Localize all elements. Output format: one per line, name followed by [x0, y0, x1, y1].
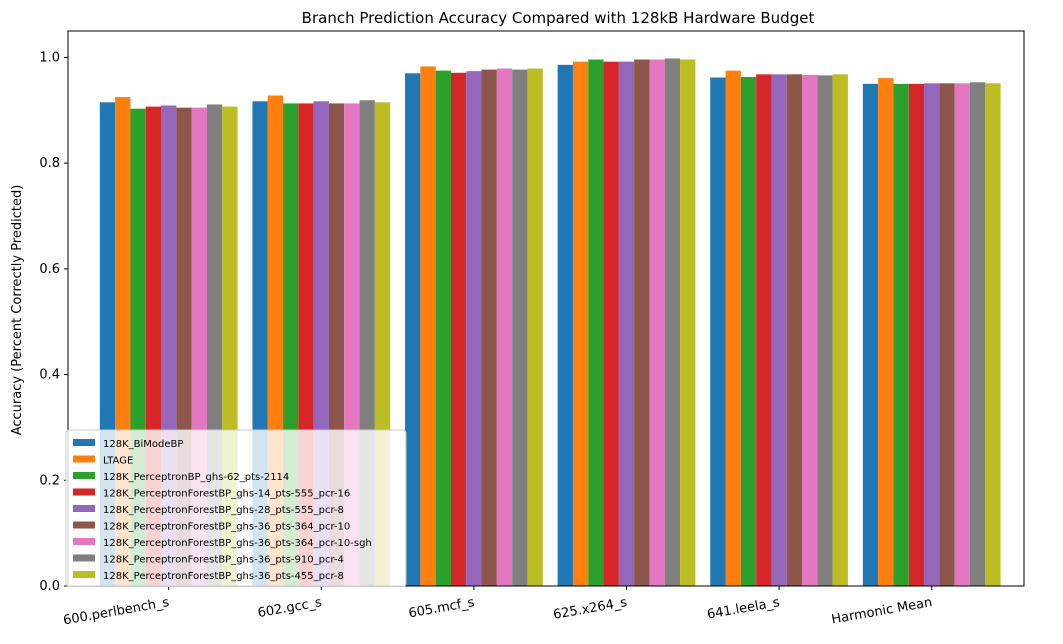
y-axis-label: Accuracy (Percent Correctly Predicted) — [10, 185, 25, 436]
legend-label: 128K_BiModeBP — [103, 439, 183, 450]
legend-label: 128K_PerceptronBP_ghs-62_pts-2114 — [103, 472, 289, 483]
bar — [740, 76, 757, 587]
x-tick-label: 605.mcf_s — [407, 595, 475, 621]
bar — [893, 83, 909, 587]
chart-title: Branch Prediction Accuracy Compared with… — [302, 9, 815, 27]
bar — [450, 72, 467, 586]
bar — [420, 66, 436, 586]
legend-label: 128K_PerceptronForestBP_ghs-36_pts-364_p… — [103, 538, 372, 549]
bar — [435, 70, 451, 586]
bar — [710, 77, 726, 586]
legend-label: 128K_PerceptronForestBP_ghs-36_pts-364_p… — [103, 522, 350, 533]
x-tick-label: Harmonic Mean — [830, 595, 933, 627]
legend-label: 128K_PerceptronForestBP_ghs-36_pts-455_p… — [103, 571, 344, 582]
legend-label: 128K_PerceptronForestBP_ghs-36_pts-910_p… — [103, 555, 344, 566]
bar — [771, 74, 787, 586]
bar — [481, 69, 497, 587]
legend: 128K_BiModeBP LTAGE 128K_PerceptronBP_ghs-… — [65, 429, 407, 587]
bar — [496, 68, 513, 586]
plot-frame — [67, 30, 1025, 587]
bar — [939, 83, 955, 586]
legend-label: 128K_PerceptronForestBP_ghs-28_pts-555_p… — [103, 505, 344, 516]
bar — [557, 64, 573, 586]
bar — [878, 78, 894, 586]
bar — [512, 69, 528, 587]
legend-swatch — [73, 455, 95, 463]
bar — [954, 83, 970, 586]
bar — [862, 83, 879, 587]
bar — [924, 83, 940, 586]
y-tick-label: 0.2 — [39, 473, 60, 488]
bar — [786, 74, 803, 586]
legend-swatch — [73, 554, 95, 562]
bar — [985, 83, 1001, 586]
legend-label: LTAGE — [103, 456, 133, 467]
bar — [969, 82, 986, 587]
legend-swatch — [73, 488, 95, 496]
bar — [588, 59, 604, 587]
bar — [725, 70, 741, 586]
bar — [680, 59, 696, 587]
bar — [634, 59, 650, 587]
bar — [908, 83, 925, 587]
legend-box — [65, 429, 407, 587]
bar — [832, 74, 848, 586]
x-tick-label: 641.leela_s — [706, 595, 781, 623]
bar — [817, 75, 833, 587]
legend-swatch — [73, 505, 95, 512]
legend-swatch — [73, 521, 95, 529]
bar — [618, 61, 635, 587]
legend-swatch — [73, 472, 95, 479]
x-tick-label: 600.perlbench_s — [62, 595, 170, 628]
x-tick-label: 625.x264_s — [552, 595, 628, 623]
bar — [405, 73, 421, 587]
bar — [527, 68, 543, 586]
y-tick-label: 0.6 — [39, 262, 60, 277]
legend-swatch — [73, 538, 95, 545]
y-tick-label: 1.0 — [39, 50, 60, 65]
y-tick-label: 0.4 — [39, 368, 60, 383]
bar — [572, 61, 589, 587]
bar — [756, 74, 772, 586]
legend-swatch — [73, 571, 95, 578]
bar — [664, 58, 681, 587]
bar — [649, 59, 665, 587]
legend-swatch — [73, 439, 95, 446]
legend-label: 128K_PerceptronForestBP_ghs-14_pts-555_p… — [103, 489, 350, 500]
bar — [802, 74, 818, 587]
bar — [466, 71, 482, 587]
x-tick-label: 602.gcc_s — [257, 595, 324, 621]
y-tick-label: 0.0 — [39, 579, 60, 594]
bar — [603, 61, 619, 587]
y-tick-label: 0.8 — [39, 156, 60, 171]
